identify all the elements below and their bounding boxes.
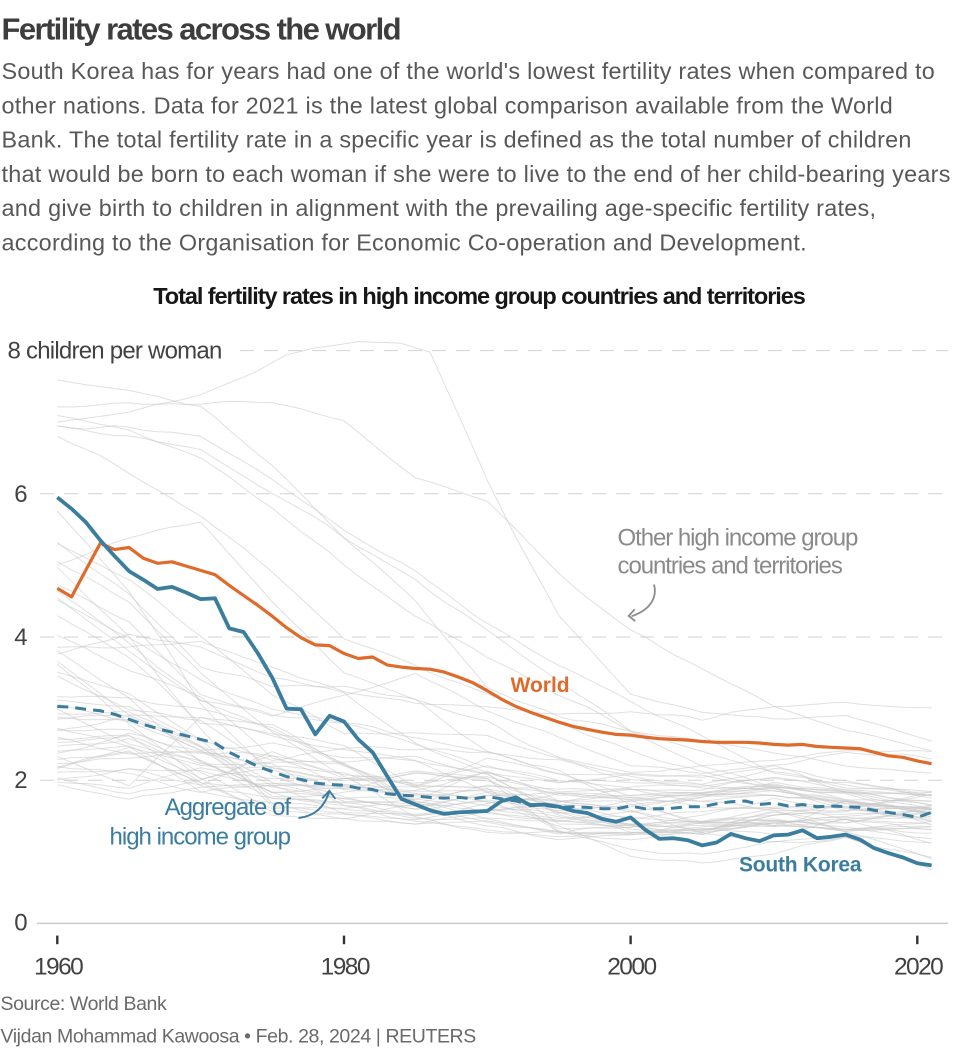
svg-text:0: 0 [14, 909, 27, 936]
svg-text:2020: 2020 [894, 954, 943, 981]
svg-text:4: 4 [14, 624, 27, 651]
svg-text:Source: World Bank: Source: World Bank [1, 993, 168, 1015]
svg-text:1980: 1980 [321, 954, 370, 981]
svg-text:6: 6 [14, 481, 27, 508]
svg-text:and give birth to children in: and give birth to children in alignment … [2, 195, 877, 221]
svg-text:Total fertility rates in high: Total fertility rates in high income gro… [153, 283, 805, 309]
svg-text:2: 2 [14, 767, 27, 794]
svg-text:1960: 1960 [34, 954, 83, 981]
svg-text:South Korea: South Korea [739, 854, 862, 877]
svg-text:high income group: high income group [110, 824, 291, 851]
svg-text:World: World [511, 674, 570, 697]
svg-text:South Korea has for years had: South Korea has for years had one of the… [2, 58, 936, 84]
svg-text:according to the Organisation: according to the Organisation for Econom… [2, 230, 807, 256]
svg-text:countries and territories: countries and territories [618, 553, 843, 580]
svg-text:Fertility rates across the wor: Fertility rates across the world [2, 12, 400, 47]
svg-text:2000: 2000 [607, 954, 656, 981]
svg-text:8 children per woman: 8 children per woman [8, 337, 222, 364]
svg-text:Other high income group: Other high income group [618, 525, 858, 552]
svg-text:that would be born to each wom: that would be born to each woman if she … [2, 161, 951, 187]
svg-text:other nations. Data for 2021 i: other nations. Data for 2021 is the late… [2, 92, 894, 118]
svg-text:Bank. The total fertility rate: Bank. The total fertility rate in a spec… [2, 127, 912, 153]
svg-text:Aggregate of: Aggregate of [165, 794, 292, 821]
svg-text:Vijdan Mohammad Kawoosa • Feb.: Vijdan Mohammad Kawoosa • Feb. 28, 2024 … [1, 1025, 477, 1047]
